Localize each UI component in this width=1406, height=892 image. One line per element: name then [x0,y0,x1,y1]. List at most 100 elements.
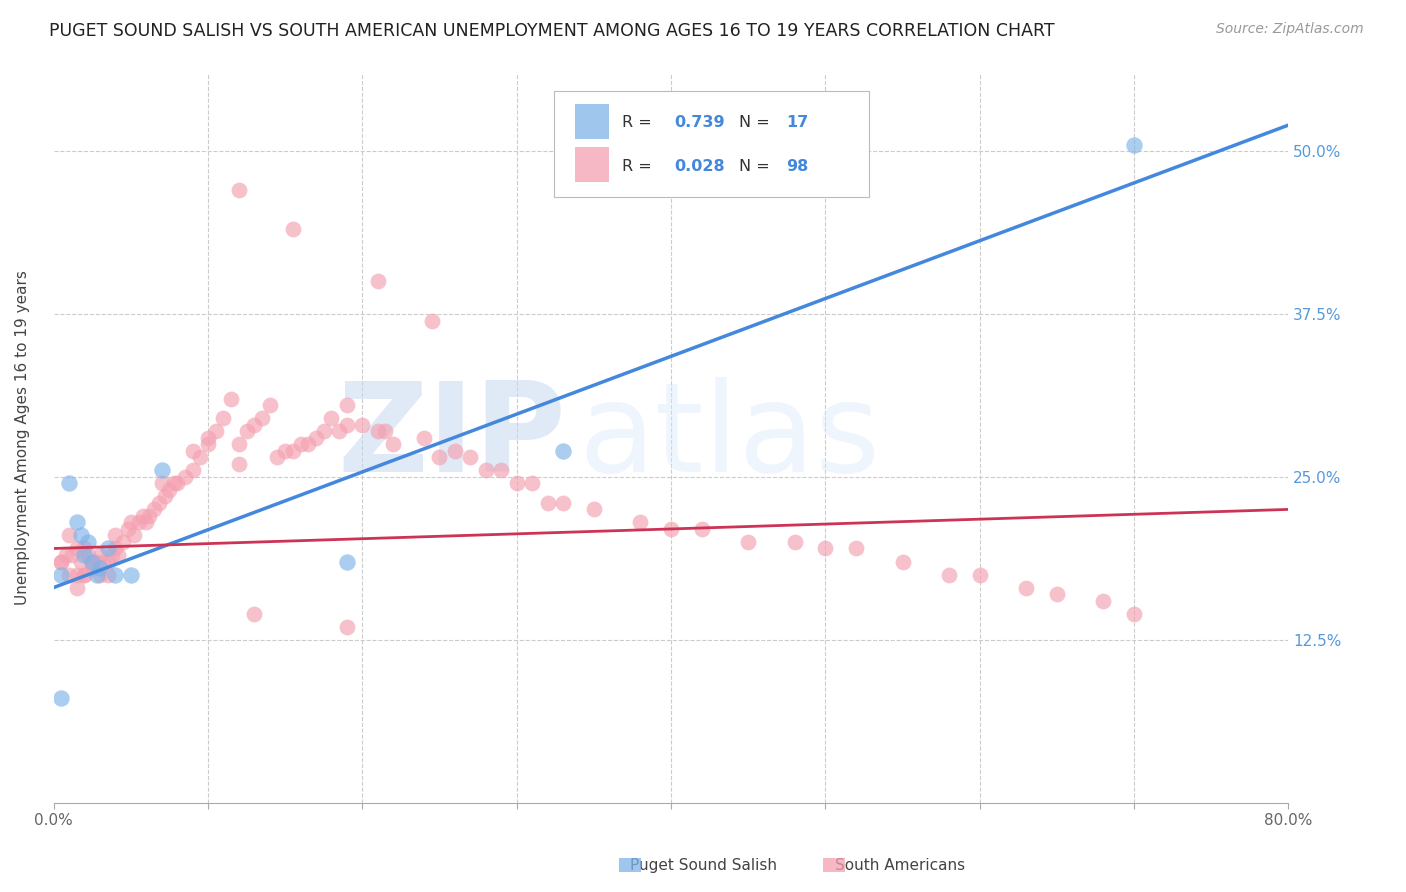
Point [58,567,80,582]
Point [1015,581,1038,595]
Point [51,691,73,706]
Point [73,567,96,582]
Point [51,554,73,568]
Point [70,528,93,542]
Point [460,450,482,465]
Point [659,522,682,536]
Point [132,508,155,523]
Text: PUGET SOUND SALISH VS SOUTH AMERICAN UNEMPLOYMENT AMONG AGES 16 TO 19 YEARS CORR: PUGET SOUND SALISH VS SOUTH AMERICAN UNE… [49,22,1054,40]
Point [520,476,543,491]
Point [128,516,150,530]
Point [66,541,89,556]
Point [150,476,173,491]
Point [352,417,374,432]
Point [336,417,359,432]
Point [266,450,288,465]
Point [1123,137,1146,152]
Point [420,313,443,327]
Text: 17: 17 [786,115,808,130]
Point [86,554,108,568]
Text: N =: N = [740,115,775,130]
Point [51,567,73,582]
Point [336,620,359,634]
Point [138,508,160,523]
Point [737,535,759,549]
Point [582,502,605,516]
Point [89,548,111,562]
Point [66,567,89,582]
Point [150,463,173,477]
Text: 0.028: 0.028 [675,159,725,174]
Point [228,183,250,197]
Text: atlas: atlas [578,377,880,499]
Point [58,476,80,491]
Point [328,424,350,438]
Point [70,554,93,568]
Point [55,548,77,562]
Point [505,476,527,491]
Point [166,476,188,491]
Point [281,443,304,458]
Point [228,437,250,451]
Point [429,450,451,465]
Point [82,554,104,568]
Point [243,607,266,621]
Point [367,424,389,438]
Point [551,496,574,510]
Point [367,274,389,288]
Point [97,567,120,582]
Point [219,392,242,406]
Point [173,470,195,484]
Point [551,443,574,458]
Point [281,222,304,236]
Point [536,496,558,510]
Point [197,437,219,451]
Point [51,554,73,568]
Point [274,443,297,458]
Point [66,581,89,595]
Point [197,431,219,445]
Point [181,463,204,477]
Point [188,450,211,465]
Point [814,541,837,556]
Text: R =: R = [621,115,657,130]
Point [101,548,124,562]
Text: R =: R = [621,159,657,174]
Text: Source: ZipAtlas.com: Source: ZipAtlas.com [1216,22,1364,37]
Point [120,516,142,530]
Point [135,516,157,530]
Point [97,554,120,568]
Point [305,431,328,445]
Point [153,489,176,503]
Point [969,567,991,582]
Point [1123,607,1146,621]
Point [104,567,127,582]
Point [73,541,96,556]
Point [475,463,498,477]
Text: 98: 98 [786,159,808,174]
Point [89,567,111,582]
Point [1046,587,1069,601]
Point [58,528,80,542]
Point [148,496,170,510]
Point [290,437,312,451]
Text: South Americans: South Americans [835,858,965,872]
Point [628,516,651,530]
Point [297,437,319,451]
Point [82,554,104,568]
Point [76,548,98,562]
Point [336,554,359,568]
Point [250,411,273,425]
Text: N =: N = [740,159,775,174]
FancyBboxPatch shape [554,91,869,197]
Point [60,548,83,562]
Point [336,398,359,412]
Point [66,516,89,530]
Text: Puget Sound Salish: Puget Sound Salish [630,858,776,872]
Point [89,561,111,575]
Point [73,548,96,562]
Y-axis label: Unemployment Among Ages 16 to 19 years: Unemployment Among Ages 16 to 19 years [15,270,30,605]
FancyBboxPatch shape [575,147,609,182]
Point [690,522,713,536]
Point [845,541,868,556]
